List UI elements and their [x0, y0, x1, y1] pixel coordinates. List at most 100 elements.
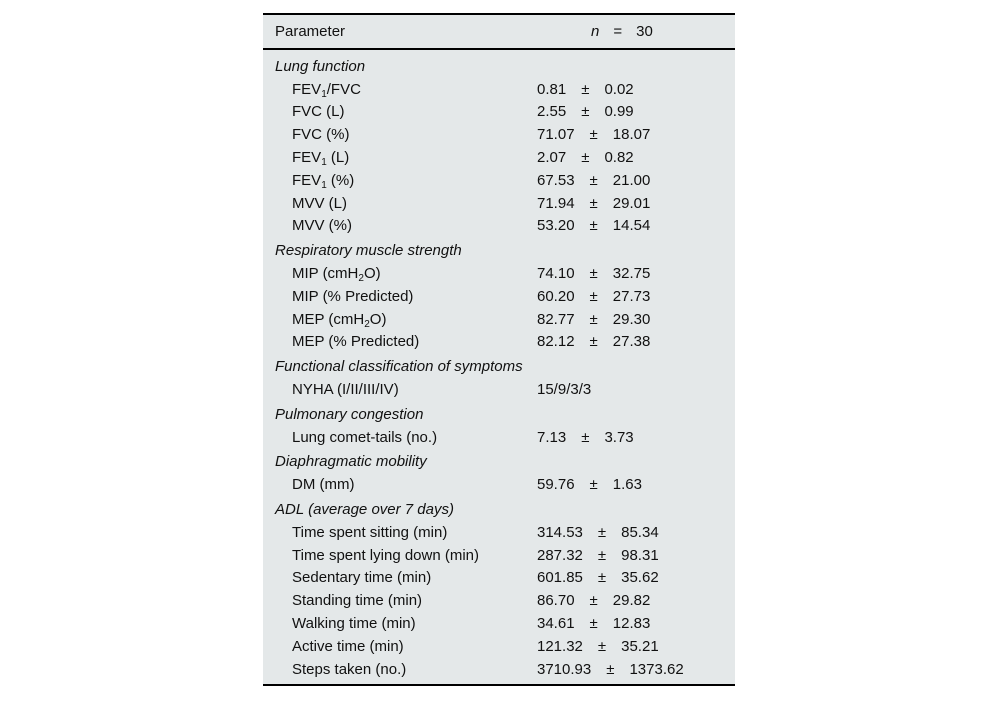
table-row: Steps taken (no.) 3710.93 ±1373.62 — [263, 658, 735, 681]
label-text: FEV — [292, 171, 322, 189]
sd-value: 0.99 — [604, 103, 634, 121]
label-text: MEP (cmH — [292, 310, 365, 328]
parameters-table: Parameter n = 30 Lung function FEV1/FVC 0.… — [263, 13, 735, 686]
row-label: Sedentary time (min) — [263, 570, 431, 585]
sd-value: 1373.62 — [629, 660, 684, 678]
mean-value: 0.81 — [537, 80, 567, 98]
table-row: Standing time (min) 86.70 ±29.82 — [263, 589, 735, 612]
row-label: MVV (%) — [263, 218, 352, 233]
mean-value: 7.13 — [537, 428, 567, 446]
sd-value: 85.34 — [621, 523, 659, 541]
plus-minus-symbol: ± — [581, 103, 590, 121]
mean-value: 287.32 — [537, 546, 583, 564]
label-text: DM (mm) — [292, 476, 355, 494]
label-subscript: 1 — [321, 157, 327, 169]
plus-minus-symbol: ± — [597, 523, 607, 541]
row-label: MEP (cmH2O) — [263, 310, 387, 330]
row-value: 53.20 ±14.54 — [537, 218, 650, 233]
label-text: MVV (L) — [292, 194, 348, 212]
table-row: MEP (cmH2O) 82.77 ±29.30 — [263, 308, 735, 331]
row-value: 15/9/3/3 — [537, 382, 591, 397]
row-label: FVC (%) — [263, 127, 350, 142]
sd-value: 18.07 — [612, 126, 651, 144]
row-label: FEV1/FVC — [263, 80, 361, 100]
section-title: Respiratory muscle strength — [275, 242, 462, 260]
table-row: FEV1 (L) 2.07 ±0.82 — [263, 146, 735, 169]
table-row: NYHA (I/II/III/IV) 15/9/3/3 — [263, 378, 735, 401]
plus-minus-symbol: ± — [581, 149, 590, 167]
table-row: MEP (% Predicted) 82.12 ±27.38 — [263, 331, 735, 354]
row-label: MVV (L) — [263, 196, 347, 211]
label-text: MVV (%) — [292, 217, 352, 235]
label-subscript: 1 — [321, 179, 327, 191]
plus-minus-symbol: ± — [589, 287, 598, 305]
row-label: MIP (cmH2O) — [263, 265, 381, 285]
sd-value: 0.02 — [604, 80, 634, 98]
plus-minus-symbol: ± — [589, 592, 598, 610]
mean-value: 2.07 — [537, 149, 567, 167]
label-text: FEV — [292, 80, 322, 98]
plus-minus-symbol: ± — [581, 428, 590, 446]
plus-minus-symbol: ± — [589, 171, 598, 189]
sd-value: 29.82 — [612, 592, 651, 610]
mean-value: 121.32 — [537, 637, 583, 655]
section-title: Pulmonary congestion — [275, 405, 424, 423]
table-body: Lung function FEV1/FVC 0.81 ±0.02 FVC (L) 2.5… — [263, 50, 735, 684]
mean-value: 86.70 — [537, 592, 575, 610]
table-row: DM (mm) 59.76 ±1.63 — [263, 473, 735, 496]
label-text: O) — [369, 310, 387, 328]
row-label: FEV1 (L) — [263, 149, 349, 169]
mean-value: 59.76 — [537, 476, 575, 494]
label-text: FEV — [292, 149, 322, 167]
row-value: 59.76 ±1.63 — [537, 477, 642, 492]
label-text: NYHA (I/II/III/IV) — [292, 381, 399, 399]
mean-value: 71.94 — [537, 194, 575, 212]
label-text: O) — [363, 265, 381, 283]
row-value: 67.53 ±21.00 — [537, 173, 650, 188]
mean-value: 601.85 — [537, 569, 583, 587]
n-symbol: n — [591, 23, 600, 40]
sd-value: 21.00 — [612, 171, 651, 189]
row-value: 287.32 ±98.31 — [537, 548, 659, 563]
row-label: Time spent lying down (min) — [263, 548, 479, 563]
row-label: Active time (min) — [263, 639, 404, 654]
table-row: MVV (L) 71.94 ±29.01 — [263, 192, 735, 215]
table-header-row: Parameter n = 30 — [263, 15, 735, 50]
sd-value: 32.75 — [612, 265, 651, 283]
label-text: Active time (min) — [292, 637, 404, 655]
table-row: Lung comet-tails (no.) 7.13 ±3.73 — [263, 426, 735, 449]
section-title: Diaphragmatic mobility — [275, 453, 427, 471]
sd-value: 35.21 — [621, 637, 659, 655]
row-label: MIP (% Predicted) — [263, 289, 413, 304]
plus-minus-symbol: ± — [589, 217, 598, 235]
label-text: MIP (% Predicted) — [292, 287, 414, 305]
row-value: 2.55 ±0.99 — [537, 104, 634, 119]
sd-value: 27.38 — [612, 333, 651, 351]
mean-value: 71.07 — [537, 126, 575, 144]
row-label: Lung comet-tails (no.) — [263, 430, 437, 445]
label-text: Lung comet-tails (no.) — [292, 428, 438, 446]
label-subscript: 2 — [358, 273, 364, 285]
row-label: Walking time (min) — [263, 616, 416, 631]
mean-value: 82.77 — [537, 310, 575, 328]
row-label: NYHA (I/II/III/IV) — [263, 382, 399, 397]
row-label: FVC (L) — [263, 104, 345, 119]
sd-value: 29.30 — [612, 310, 651, 328]
table-row: Time spent lying down (min) 287.32 ±98.31 — [263, 544, 735, 567]
plus-minus-symbol: ± — [597, 569, 607, 587]
table-row: FEV1/FVC 0.81 ±0.02 — [263, 78, 735, 101]
table-row: FEV1 (%) 67.53 ±21.00 — [263, 169, 735, 192]
plus-minus-symbol: ± — [589, 126, 598, 144]
row-value: 121.32 ±35.21 — [537, 639, 659, 654]
label-text: Time spent lying down (min) — [292, 546, 480, 564]
label-text: Standing time (min) — [292, 592, 423, 610]
header-parameter-label: Parameter — [275, 23, 346, 40]
plus-minus-symbol: ± — [589, 615, 598, 633]
mean-value: 314.53 — [537, 523, 583, 541]
section-title: Lung function — [275, 57, 366, 75]
mean-value: 53.20 — [537, 217, 575, 235]
label-text: (%) — [326, 171, 355, 189]
row-value: 86.70 ±29.82 — [537, 593, 650, 608]
mean-value: 67.53 — [537, 171, 575, 189]
label-text: /FVC — [326, 80, 361, 98]
